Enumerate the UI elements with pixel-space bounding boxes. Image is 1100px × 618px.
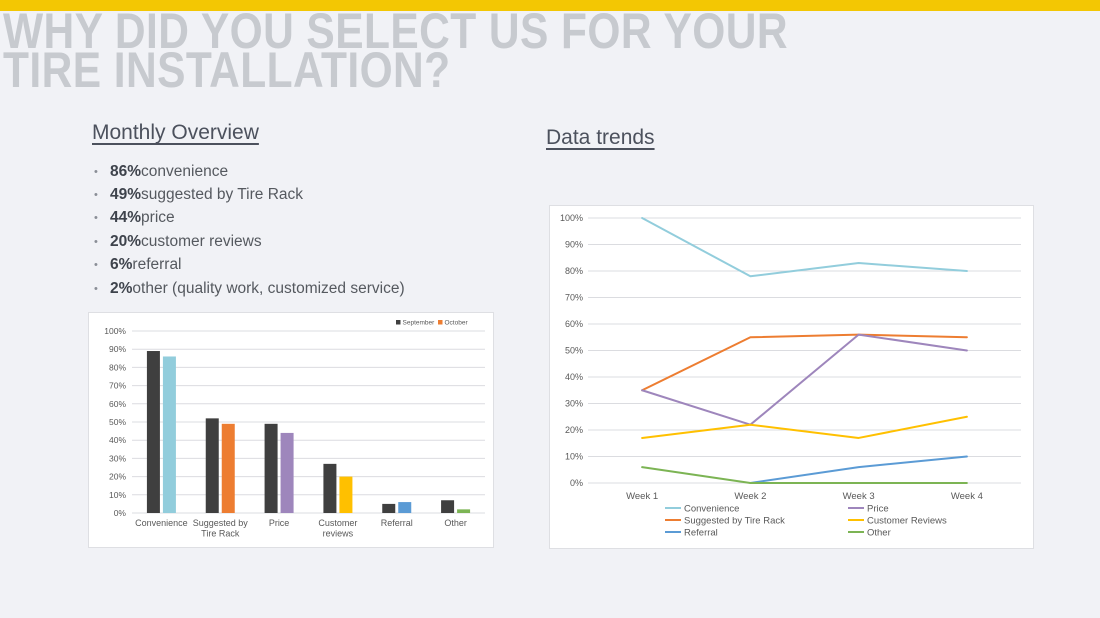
bar-legend-swatch bbox=[438, 320, 443, 325]
line-y-tick-label: 30% bbox=[565, 399, 583, 409]
line-y-tick-label: 10% bbox=[565, 452, 583, 462]
line-x-tick-label: Week 4 bbox=[951, 491, 983, 502]
series-line bbox=[641, 333, 968, 426]
bullet-value: 44% bbox=[110, 209, 142, 227]
line-legend-label: Price bbox=[867, 504, 889, 515]
bar-category-label: Price bbox=[269, 518, 290, 528]
bar-category-label: Suggested by bbox=[193, 518, 249, 528]
bar-october bbox=[162, 356, 176, 513]
bullet-dot-icon: • bbox=[94, 259, 98, 272]
bar-october bbox=[280, 432, 294, 513]
bar-october bbox=[339, 476, 353, 513]
overview-bullet-item: • 6% referral bbox=[94, 254, 405, 277]
bullet-dot-icon: • bbox=[94, 189, 98, 202]
line-legend-label: Suggested by Tire Rack bbox=[684, 516, 785, 527]
line-legend-label: Customer Reviews bbox=[867, 516, 947, 527]
bullet-value: 20% bbox=[110, 232, 142, 250]
bar-october bbox=[398, 502, 412, 513]
data-trends-line-chart: 0% 10% 20% 30% 40% 50% 60% 70% 80% 90% 100% Week 1 W… bbox=[549, 205, 1034, 549]
bullet-text: convenience bbox=[141, 162, 229, 180]
line-y-tick-label: 40% bbox=[565, 372, 583, 382]
bar-category-label: Customer bbox=[318, 518, 357, 528]
bar-y-tick-label: 100% bbox=[104, 326, 126, 336]
bar-y-tick-label: 20% bbox=[109, 472, 126, 482]
line-x-tick-label: Week 2 bbox=[734, 491, 766, 502]
series-line bbox=[641, 415, 968, 439]
bar-category-label: Other bbox=[444, 518, 467, 528]
bullet-value: 6% bbox=[110, 256, 133, 274]
bar-y-tick-label: 0% bbox=[114, 508, 127, 518]
bar-category-label: Convenience bbox=[135, 518, 188, 528]
bar-september bbox=[205, 418, 219, 513]
bar-september bbox=[382, 503, 396, 513]
slide-title-line1: WHY DID YOU SELECT US FOR YOUR bbox=[3, 3, 788, 59]
bar-category-label: Referral bbox=[381, 518, 413, 528]
monthly-overview-heading: Monthly Overview bbox=[92, 121, 259, 144]
bar-y-tick-label: 90% bbox=[109, 344, 126, 354]
bullet-text: price bbox=[141, 209, 175, 227]
slide-title-line2: TIRE INSTALLATION? bbox=[3, 42, 451, 98]
bullet-text: customer reviews bbox=[141, 232, 262, 250]
series-line bbox=[749, 455, 968, 484]
bar-category-label: Tire Rack bbox=[201, 529, 240, 539]
line-x-tick-label: Week 3 bbox=[843, 491, 875, 502]
bullet-text: suggested by Tire Rack bbox=[141, 186, 304, 204]
overview-bullet-item: • 86% convenience bbox=[94, 160, 405, 183]
accent-top-bar bbox=[0, 0, 1100, 11]
bar-y-tick-label: 50% bbox=[109, 417, 126, 427]
bullet-dot-icon: • bbox=[94, 282, 98, 295]
line-x-tick-label: Week 1 bbox=[626, 491, 658, 502]
line-legend-label: Referral bbox=[684, 528, 718, 539]
bullet-value: 2% bbox=[110, 279, 133, 297]
data-trends-heading: Data trends bbox=[546, 126, 655, 149]
bar-legend-label: September bbox=[403, 320, 436, 327]
bullet-dot-icon: • bbox=[94, 165, 98, 178]
bullet-value: 86% bbox=[110, 162, 142, 180]
bar-y-tick-label: 70% bbox=[109, 381, 126, 391]
bar-september bbox=[323, 463, 337, 513]
bar-october bbox=[457, 509, 471, 513]
line-y-tick-label: 60% bbox=[565, 319, 583, 329]
overview-bullet-item: • 44% price bbox=[94, 207, 405, 230]
bar-legend-label: October bbox=[445, 320, 469, 327]
bar-october bbox=[221, 423, 235, 513]
bar-y-tick-label: 10% bbox=[109, 490, 126, 500]
bar-y-tick-label: 40% bbox=[109, 435, 126, 445]
line-y-tick-label: 20% bbox=[565, 425, 583, 435]
bar-september bbox=[146, 351, 160, 513]
slide-title: WHY DID YOU SELECT US FOR YOUR TIRE INST… bbox=[3, 3, 788, 98]
monthly-bar-chart: 0% 10% 20% 30% 40% 50% 60% 70% 80% 90% 100% Conveni… bbox=[88, 312, 494, 548]
bullet-text: other (quality work, customized service) bbox=[132, 279, 405, 297]
bullet-dot-icon: • bbox=[94, 235, 98, 248]
bullet-value: 49% bbox=[110, 186, 142, 204]
overview-bullet-item: • 2% other (quality work, customized serv… bbox=[94, 277, 405, 300]
line-legend-label: Other bbox=[867, 528, 891, 539]
bar-chart-canvas: 0% 10% 20% 30% 40% 50% 60% 70% 80% 90% 100% Conveni… bbox=[104, 320, 485, 539]
bar-y-tick-label: 60% bbox=[109, 399, 126, 409]
line-y-tick-label: 100% bbox=[560, 213, 583, 223]
line-y-tick-label: 90% bbox=[565, 240, 583, 250]
bar-september bbox=[441, 500, 455, 513]
bar-y-tick-label: 30% bbox=[109, 453, 126, 463]
overview-bullet-item: • 20% customer reviews bbox=[94, 230, 405, 253]
series-line bbox=[641, 333, 968, 392]
bar-legend-swatch bbox=[396, 320, 401, 325]
bar-september bbox=[264, 423, 278, 513]
overview-bullet-item: • 49% suggested by Tire Rack bbox=[94, 183, 405, 206]
bullet-dot-icon: • bbox=[94, 212, 98, 225]
monthly-overview-bullet-list: • 86% convenience • 49% suggested by Tire R… bbox=[94, 160, 405, 300]
series-line bbox=[641, 466, 968, 484]
line-legend-label: Convenience bbox=[684, 504, 739, 515]
series-line bbox=[641, 217, 968, 278]
line-y-tick-label: 50% bbox=[565, 346, 583, 356]
line-y-tick-label: 0% bbox=[570, 478, 583, 488]
line-y-tick-label: 80% bbox=[565, 266, 583, 276]
bar-y-tick-label: 80% bbox=[109, 362, 126, 372]
line-y-tick-label: 70% bbox=[565, 293, 583, 303]
bar-category-label: reviews bbox=[323, 529, 354, 539]
bullet-text: referral bbox=[132, 256, 182, 274]
line-chart-canvas: 0% 10% 20% 30% 40% 50% 60% 70% 80% 90% 100% Week 1 W… bbox=[560, 213, 1021, 539]
